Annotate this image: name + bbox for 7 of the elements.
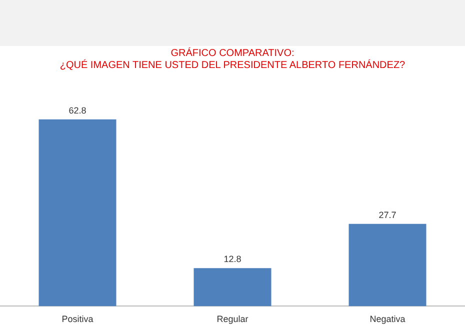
data-label: 27.7 (378, 210, 396, 220)
x-tick-label: Regular (216, 314, 248, 324)
chart-title: GRÁFICO COMPARATIVO: ¿QUÉ IMAGEN TIENE USTED DEL PRESIDENTE ALBERTO FERNÁNDEZ? (58, 48, 406, 72)
x-tick-label: Positiva (62, 314, 94, 324)
data-label: 62.8 (68, 105, 86, 116)
data-label: 12.8 (224, 254, 242, 264)
x-tick-label: Negativa (370, 314, 406, 324)
